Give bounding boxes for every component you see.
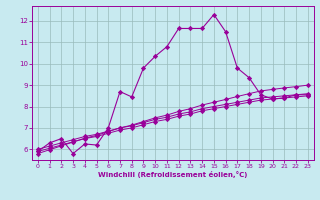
X-axis label: Windchill (Refroidissement éolien,°C): Windchill (Refroidissement éolien,°C)	[98, 171, 247, 178]
